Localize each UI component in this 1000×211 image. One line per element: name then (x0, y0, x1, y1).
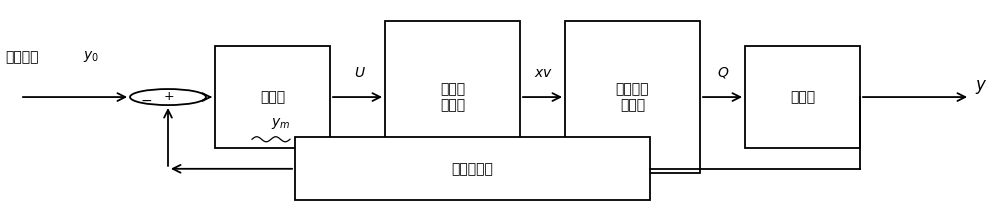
FancyBboxPatch shape (295, 137, 650, 200)
Text: $y_m$: $y_m$ (271, 116, 290, 131)
FancyBboxPatch shape (385, 21, 520, 173)
Text: 伺服阀
驱动器: 伺服阀 驱动器 (440, 82, 465, 112)
Text: −: − (140, 94, 152, 108)
Text: 控制器: 控制器 (260, 90, 285, 104)
Text: 位移变送器: 位移变送器 (452, 162, 493, 176)
Text: $y_0$: $y_0$ (83, 49, 99, 65)
Text: 液压缸: 液压缸 (790, 90, 815, 104)
Text: $U$: $U$ (354, 66, 366, 80)
Text: $Q$: $Q$ (717, 65, 729, 80)
Text: +: + (164, 89, 174, 103)
Text: $xv$: $xv$ (534, 66, 552, 80)
Text: $y$: $y$ (975, 77, 987, 96)
FancyBboxPatch shape (745, 46, 860, 148)
Text: 输入信号: 输入信号 (5, 50, 38, 64)
FancyBboxPatch shape (565, 21, 700, 173)
Text: 三位四通
伺服阀: 三位四通 伺服阀 (616, 82, 649, 112)
FancyBboxPatch shape (215, 46, 330, 148)
